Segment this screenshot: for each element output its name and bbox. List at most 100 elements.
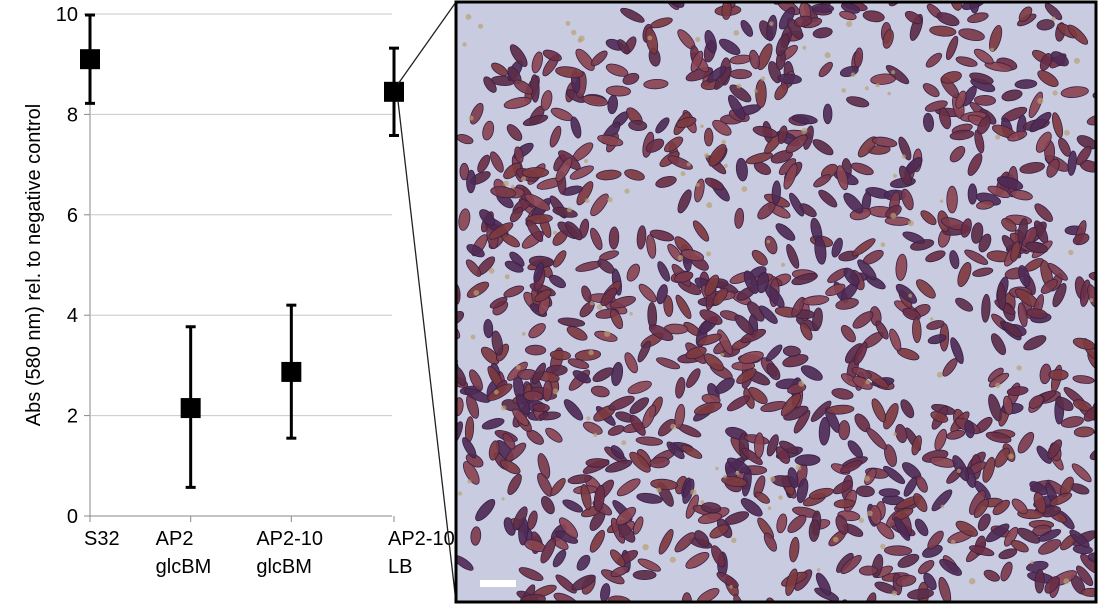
bacterium-cell: [823, 103, 833, 125]
bacterium-cell: [566, 326, 588, 341]
bacterium-cell: [537, 453, 551, 479]
bacterium-cell: [964, 249, 989, 265]
spore-dot: [567, 207, 572, 213]
bacterium-cell: [902, 231, 925, 244]
bacterium-cell: [509, 206, 524, 223]
bacterium-cell: [629, 451, 651, 473]
bacterium-cell: [642, 404, 657, 429]
bacterium-cell: [1046, 158, 1060, 178]
spore-dot: [1063, 578, 1070, 585]
spore-dot: [969, 578, 976, 585]
bacterium-cell: [1076, 565, 1094, 587]
bacterium-cell: [1019, 162, 1045, 174]
bacterium-cell: [794, 454, 821, 466]
connector-line-bottom: [397, 100, 457, 603]
bacterium-cell: [719, 38, 741, 56]
bacterium-cell: [898, 136, 912, 161]
bacterium-cell: [624, 352, 638, 374]
bacterium-cell: [839, 599, 850, 602]
bacterium-cell: [738, 350, 764, 364]
spore-dot: [624, 188, 630, 194]
spore-dot: [864, 86, 869, 91]
bacterium-cell: [765, 344, 783, 362]
data-point-marker: [281, 361, 302, 382]
bacterium-cell: [610, 445, 625, 460]
bacterium-cell: [978, 233, 992, 253]
bacterium-cell: [972, 267, 994, 277]
bacterium-cell: [785, 134, 808, 154]
bacterium-cell: [542, 380, 553, 402]
bacterium-cell: [851, 367, 872, 379]
bacterium-cell: [994, 447, 1010, 468]
bacterium-cell: [458, 208, 471, 231]
bacterium-cell: [488, 440, 500, 461]
bacterium-cell: [791, 114, 818, 125]
bacterium-cell: [1048, 369, 1069, 381]
bacterium-cell: [545, 427, 563, 443]
spore-dot: [1030, 560, 1034, 564]
bacterium-cell: [541, 496, 555, 515]
bacterium-cell: [1072, 375, 1095, 384]
bacterium-cell: [1011, 498, 1028, 515]
spore-dot: [866, 510, 873, 517]
bacterium-cell: [456, 311, 465, 326]
spore-dot: [504, 274, 510, 280]
bacterium-cell: [1067, 150, 1077, 176]
bacterium-cell: [1010, 539, 1029, 553]
bacterium-cell: [540, 90, 553, 111]
bacterium-cell: [920, 210, 937, 226]
spore-dot: [721, 139, 726, 145]
bacterium-cell: [883, 403, 899, 430]
bacterium-cell: [703, 353, 724, 372]
spore-dot: [798, 380, 805, 387]
bacterium-cell: [895, 253, 908, 281]
bacterium-cell: [793, 409, 811, 434]
bacterium-cell: [1034, 203, 1053, 222]
bacterium-cell: [967, 153, 983, 176]
bacterium-cell: [945, 35, 959, 60]
bacterium-cell: [818, 189, 838, 208]
spore-dot: [956, 468, 961, 474]
bacterium-cell: [1067, 24, 1089, 45]
bacterium-cell: [487, 383, 513, 401]
data-point-marker: [80, 49, 100, 70]
bacterium-cell: [913, 493, 928, 513]
spore-dot: [850, 72, 856, 78]
bacterium-cell: [459, 162, 470, 181]
spore-dot: [706, 251, 712, 257]
bacterium-cell: [884, 545, 913, 556]
bacterium-cell: [1010, 241, 1021, 262]
bacterium-cell: [758, 305, 778, 324]
bacterium-cell: [770, 150, 793, 164]
spore-dot: [521, 176, 527, 182]
spore-dot: [760, 76, 766, 82]
bacterium-cell: [888, 2, 906, 7]
bacterium-cell: [757, 43, 773, 71]
bacterium-cell: [812, 27, 833, 39]
bacterium-cell: [658, 529, 674, 555]
spore-dot: [656, 487, 662, 493]
y-tick-labels: 0 2 4 6 8 10: [56, 4, 90, 528]
bacterium-cell: [1006, 386, 1029, 396]
bacterium-cell: [1033, 492, 1047, 514]
bacterium-cell: [605, 85, 631, 97]
bacterium-cell: [576, 554, 591, 571]
bacterium-cell: [1051, 112, 1064, 138]
bacterium-cell: [840, 325, 856, 343]
bacterium-cell: [686, 368, 701, 388]
bacterium-cell: [775, 223, 796, 241]
bacterium-cell: [597, 134, 624, 147]
bacterium-cell: [754, 491, 770, 504]
bacterium-cell: [901, 188, 914, 211]
bacterium-cell: [574, 349, 602, 361]
bacterium-cell: [765, 597, 778, 602]
bacterium-cell: [1087, 552, 1096, 564]
bacterium-cell: [507, 473, 522, 495]
bacterium-cell: [502, 432, 516, 450]
bacterium-cell: [567, 474, 592, 485]
bacterium-cell: [875, 320, 889, 340]
bacterium-cell: [565, 221, 583, 241]
bacterium-cell: [650, 478, 678, 491]
x-category-label: S32: [84, 528, 120, 550]
